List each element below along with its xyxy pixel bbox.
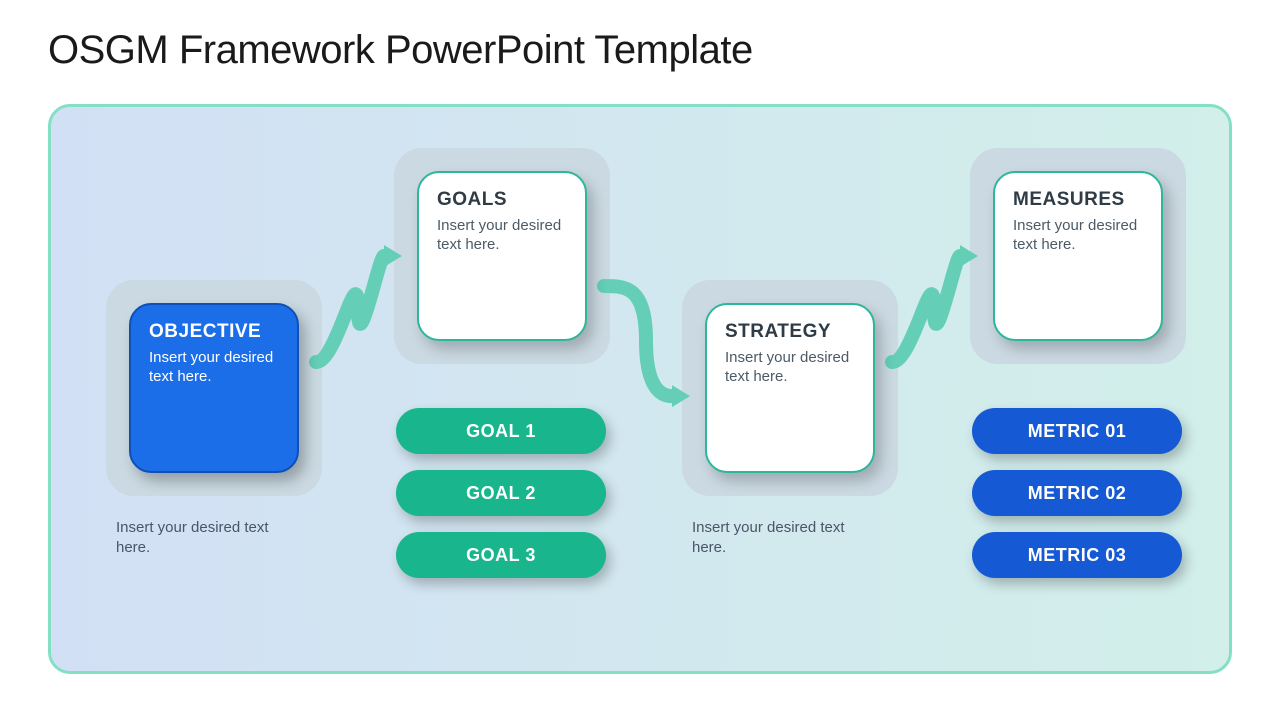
- card-measures: MEASURES Insert your desired text here.: [993, 171, 1163, 341]
- card-objective: OBJECTIVE Insert your desired text here.: [129, 303, 299, 473]
- card-goals: GOALS Insert your desired text here.: [417, 171, 587, 341]
- card-goals-title: GOALS: [437, 189, 567, 211]
- card-strategy-title: STRATEGY: [725, 321, 855, 343]
- pill-goal-3: GOAL 3: [396, 532, 606, 578]
- slide-title: OSGM Framework PowerPoint Template: [48, 28, 753, 73]
- slide: OSGM Framework PowerPoint Template OBJEC…: [0, 0, 1280, 720]
- card-measures-title: MEASURES: [1013, 189, 1143, 211]
- pill-goal-2: GOAL 2: [396, 470, 606, 516]
- card-measures-body: Insert your desired text here.: [1013, 217, 1143, 255]
- pill-metric-2: METRIC 02: [972, 470, 1182, 516]
- card-objective-title: OBJECTIVE: [149, 321, 279, 343]
- card-strategy: STRATEGY Insert your desired text here.: [705, 303, 875, 473]
- card-goals-body: Insert your desired text here.: [437, 217, 567, 255]
- pill-goal-1: GOAL 1: [396, 408, 606, 454]
- caption-objective: Insert your desired text here.: [116, 518, 296, 557]
- card-objective-body: Insert your desired text here.: [149, 349, 279, 387]
- pill-metric-1: METRIC 01: [972, 408, 1182, 454]
- caption-strategy: Insert your desired text here.: [692, 518, 872, 557]
- pill-metric-3: METRIC 03: [972, 532, 1182, 578]
- card-strategy-body: Insert your desired text here.: [725, 349, 855, 387]
